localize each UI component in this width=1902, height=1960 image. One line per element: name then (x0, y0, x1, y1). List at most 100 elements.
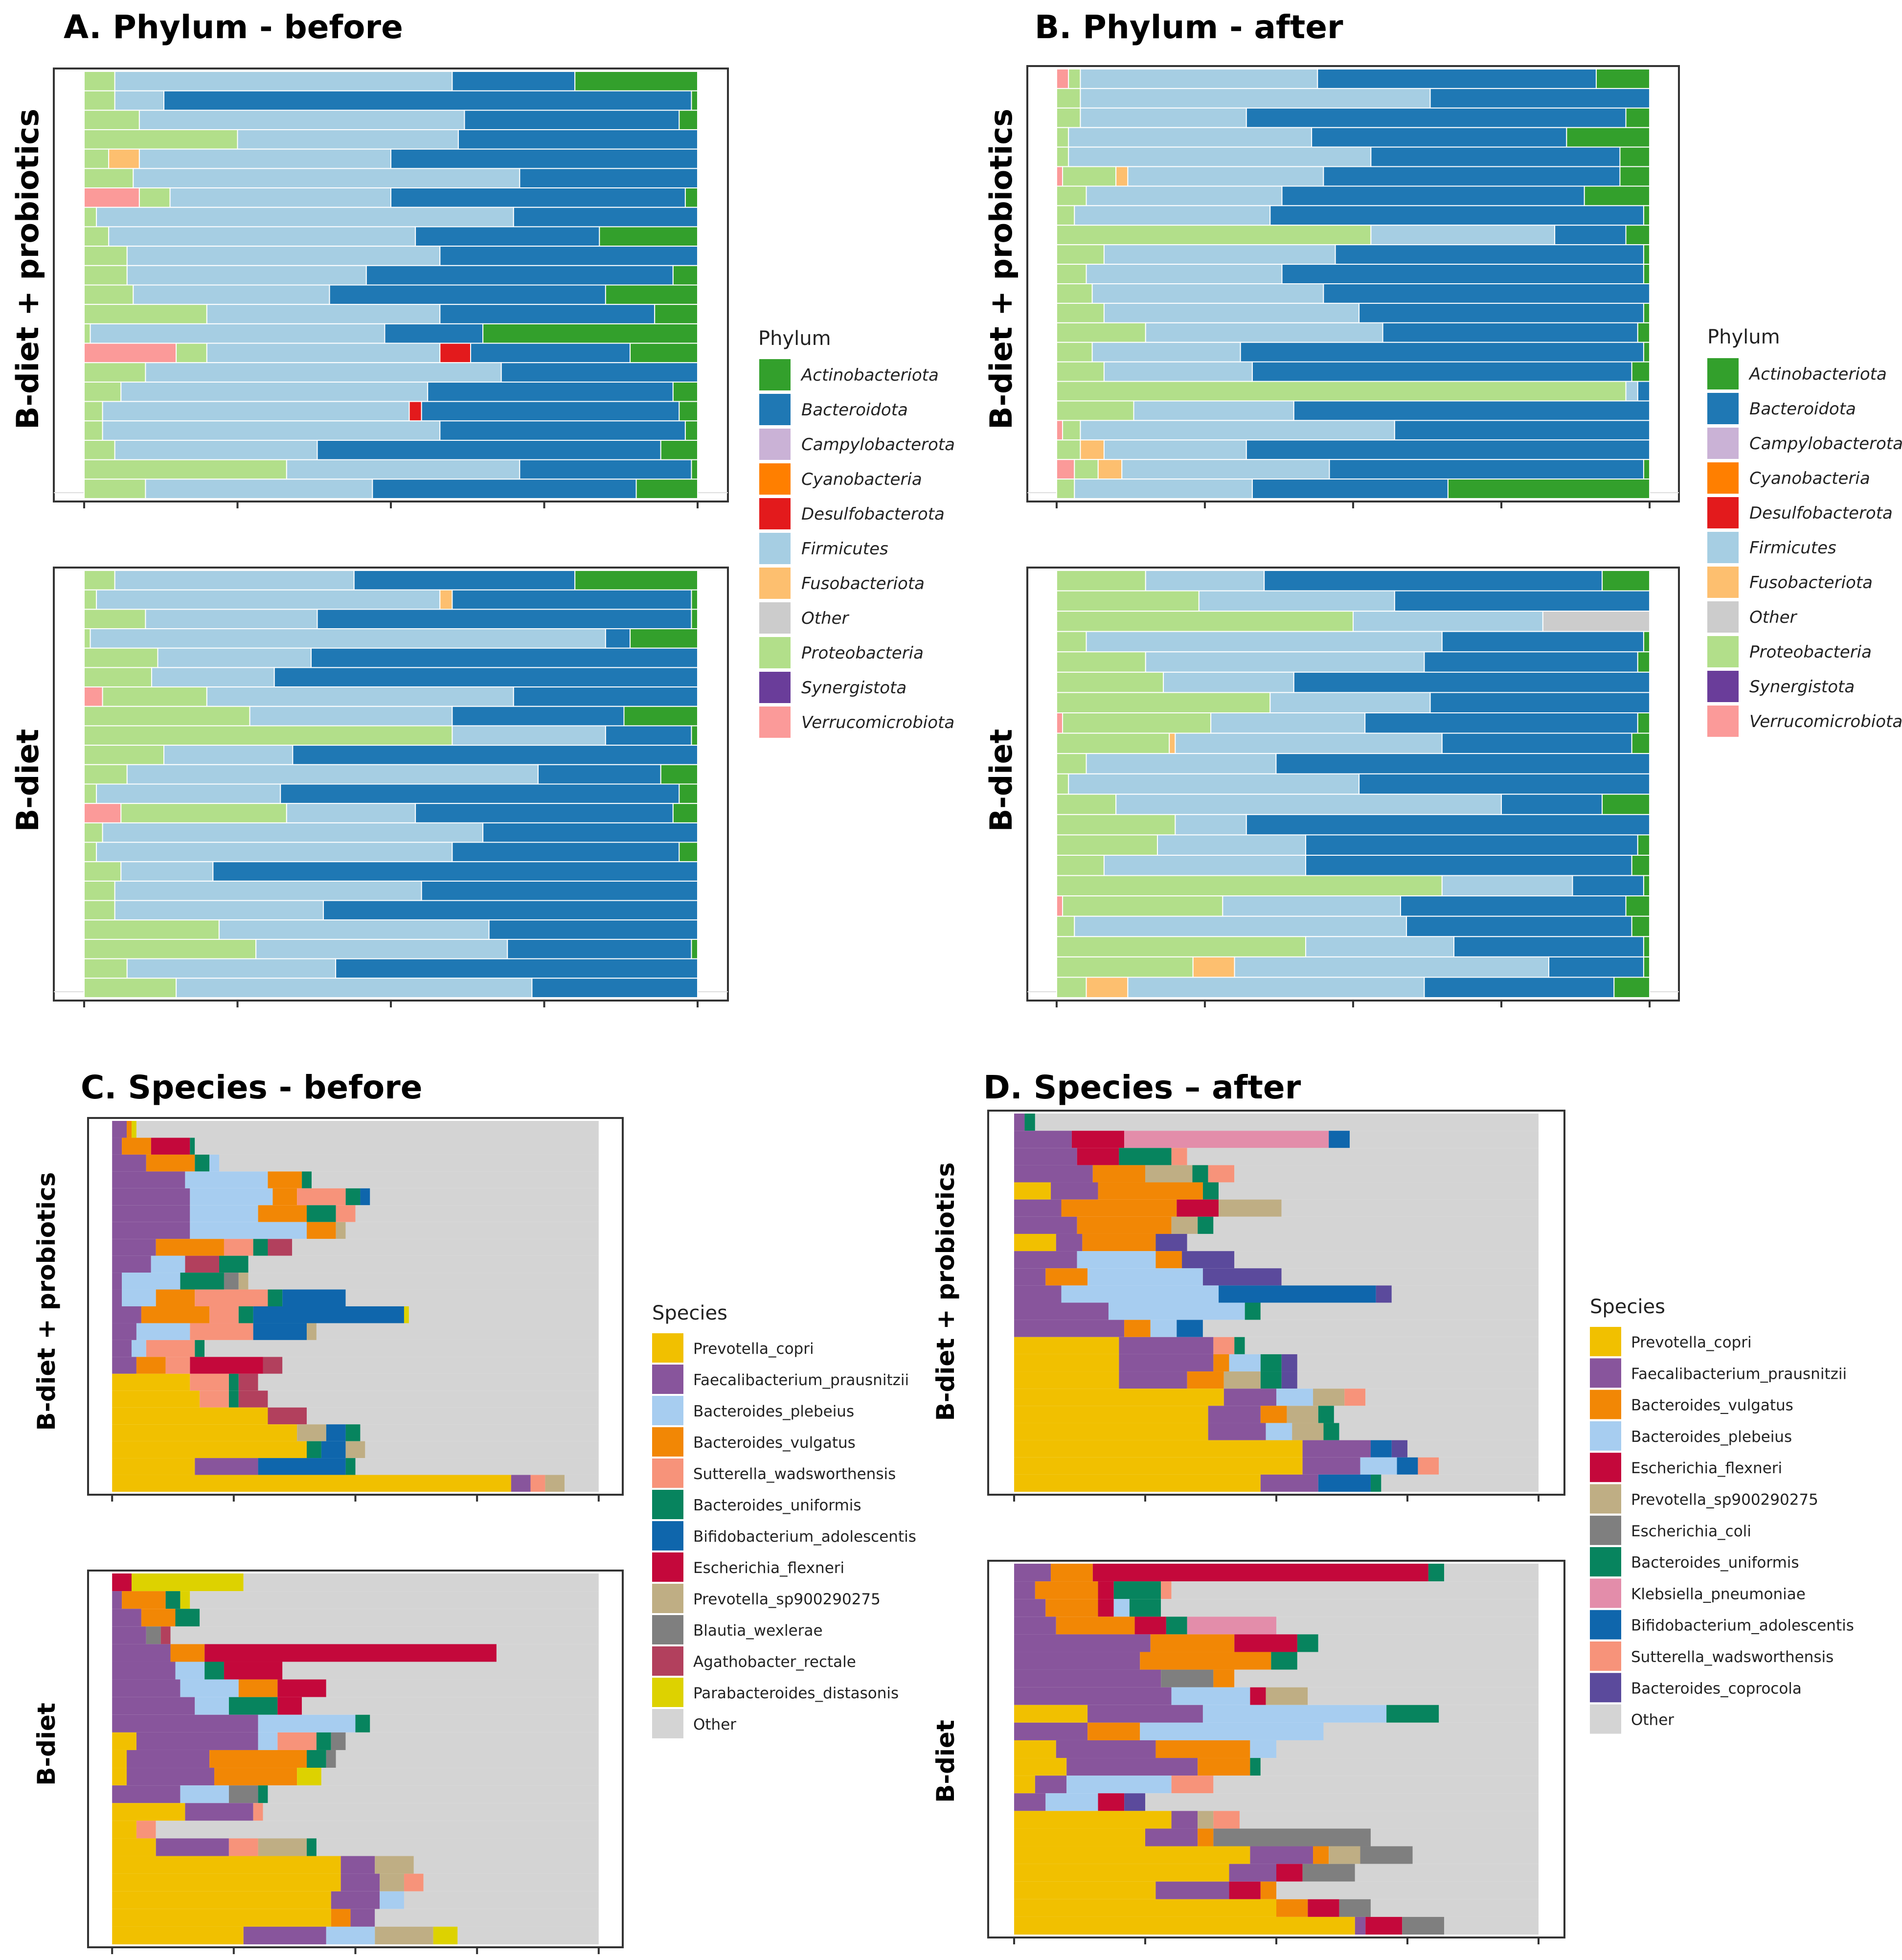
bar-segment-actinobacteriota (1637, 834, 1651, 856)
bar-segment-other (1234, 1251, 1539, 1269)
legend-key-bacteroides-vulgatus (652, 1427, 683, 1457)
bar-segment-other (1213, 1776, 1539, 1794)
bar-segment-bacteroides-vulgatus (1056, 1617, 1135, 1635)
legend-key-actinobacteriota (759, 359, 791, 390)
bar-segment-other (1297, 1371, 1539, 1389)
bar-segment-firmicutes (138, 110, 465, 131)
bar-segment-bacteroidota (1281, 264, 1644, 284)
bar-segment-firmicutes (1175, 732, 1443, 754)
bar-segment-bacteroides-vulgatus (1260, 1881, 1276, 1899)
bar-segment-other (1260, 1302, 1539, 1320)
bar-segment-proteobacteria (84, 822, 103, 843)
bar-segment-prevotella-copri (112, 1803, 185, 1821)
bar-segment-bacteroides-uniformis (1166, 1617, 1187, 1635)
bar-segment-bacteroidota (1394, 420, 1651, 441)
bar-segment-faecalibacterium-prausnitzii (112, 1785, 181, 1803)
bar-segment-faecalibacterium-prausnitzii (1014, 1320, 1125, 1337)
bar-segment-proteobacteria (1056, 732, 1170, 754)
bar-segment-proteobacteria (84, 783, 97, 804)
bar-segment-firmicutes (1127, 977, 1425, 999)
bar-segment-faecalibacterium-prausnitzii (340, 1873, 380, 1892)
bar-segment-blautia-wexlerae (331, 1732, 346, 1750)
bar-segment-actinobacteriota (630, 628, 698, 649)
bar-segment-firmicutes (1103, 302, 1360, 323)
bar-segment-faecalibacterium-prausnitzii (112, 1591, 122, 1609)
bar-segment-firmicutes (1086, 631, 1443, 653)
bar-segment-bacteroides-plebeius (122, 1273, 181, 1290)
bar-segment-bacteroides-vulgatus (268, 1171, 302, 1188)
bar-segment-proteobacteria (1056, 977, 1087, 999)
bar-segment-proteobacteria (120, 803, 287, 823)
bar-segment-prevotella-sp900290275 (1292, 1423, 1324, 1440)
bar-segment-other (1171, 1581, 1539, 1599)
bar-segment-other (1412, 1846, 1539, 1864)
bar-segment-bacteroides-uniformis (1234, 1337, 1245, 1354)
legend-key-campylobacterota (759, 429, 791, 460)
bar-segment-other (345, 1732, 599, 1750)
bar-segment-bacteroides-plebeius (209, 1154, 220, 1172)
bar-segment-faecalibacterium-prausnitzii (112, 1714, 258, 1732)
bar-segment-bacteroides-plebeius (136, 1323, 190, 1340)
bar-segment-bacteroides-coprocola (1281, 1354, 1297, 1372)
bar-segment-parabacteroides-distasonis (180, 1591, 190, 1609)
bar-segment-prevotella-copri (112, 1750, 127, 1768)
bar-segment-escherichia-flexneri (1077, 1148, 1119, 1165)
bar-segment-proteobacteria (1056, 205, 1075, 226)
legend-label-other: Other (801, 609, 850, 628)
bar-segment-faecalibacterium-prausnitzii (243, 1926, 326, 1944)
bar-segment-other (1281, 1199, 1539, 1217)
bar-segment-other (258, 1373, 599, 1391)
bar-segment-escherichia-flexneri (277, 1697, 302, 1715)
bar-segment-other (1323, 1722, 1539, 1740)
bar-segment-bifidobacterium-adolescentis (1397, 1457, 1418, 1475)
bar-segment-actinobacteriota (679, 110, 698, 131)
bar-segment-faecalibacterium-prausnitzii (1014, 1669, 1161, 1687)
bar-segment-sutterella-wadsworthensis (1344, 1389, 1366, 1406)
bar-segment-actinobacteriota (1643, 342, 1651, 363)
bar-segment-sutterella-wadsworthensis (1171, 1776, 1214, 1794)
bar-segment-proteobacteria (84, 420, 103, 441)
bar-segment-faecalibacterium-prausnitzii (1056, 1233, 1083, 1252)
bar-segment-bacteroides-plebeius (180, 1679, 239, 1697)
legend-key-fusobacteriota (1707, 567, 1739, 598)
bar-segment-bacteroidota (1323, 166, 1621, 187)
bar-segment-actinobacteriota (1631, 855, 1651, 876)
bar-segment-firmicutes (96, 842, 453, 863)
bar-segment-bifidobacterium-adolescentis (1219, 1285, 1376, 1303)
bar-segment-sutterella-wadsworthensis (253, 1803, 263, 1821)
bar-segment-bacteroidota (464, 110, 680, 131)
bar-segment-agathobacter-rectale (268, 1239, 293, 1256)
bar-segment-actinobacteriota (679, 783, 698, 804)
bar-segment-actinobacteriota (1595, 68, 1651, 89)
bar-segment-bacteroides-vulgatus (1260, 1406, 1287, 1423)
bar-segment-other (1297, 1652, 1539, 1670)
bar-segment-bacteroidota (452, 589, 692, 610)
bar-segment-bacteroidota (1305, 855, 1632, 876)
bar-segment-other (316, 1323, 599, 1340)
bar-segment-firmicutes (90, 323, 385, 344)
legend-label-blautia-wexlerae: Blautia_wexlerae (693, 1622, 823, 1640)
bar-segment-bacteroides-plebeius (180, 1785, 229, 1803)
bar-segment-sutterella-wadsworthensis (297, 1188, 346, 1206)
bar-segment-sutterella-wadsworthensis (195, 1289, 268, 1306)
bar-segment-firmicutes (1222, 895, 1401, 917)
bar-segment-bacteroidota (365, 265, 674, 286)
bar-segment-bacteroides-uniformis (316, 1732, 331, 1750)
bar-segment-faecalibacterium-prausnitzii (1014, 1793, 1046, 1811)
legend-key-bifidobacterium-adolescentis (652, 1521, 683, 1550)
bar-segment-faecalibacterium-prausnitzii (112, 1121, 127, 1138)
bar-segment-other (311, 1171, 599, 1188)
bar-segment-actinobacteriota (599, 226, 698, 247)
bar-segment-bacteroidota (1548, 956, 1644, 978)
bar-segment-other (268, 1785, 599, 1803)
bar-segment-bacteroidota (513, 686, 698, 707)
bar-segment-prevotella-sp900290275 (238, 1273, 249, 1290)
bar-segment-firmicutes (114, 570, 355, 591)
bar-segment-other (195, 1138, 599, 1155)
bar-segment-escherichia-flexneri (204, 1644, 497, 1662)
bar-segment-fusobacteriota (1086, 977, 1129, 999)
bar-segment-other (204, 1340, 599, 1357)
bar-segment-prevotella-copri (112, 1424, 297, 1441)
legend-label-proteobacteria: Proteobacteria (801, 643, 924, 663)
